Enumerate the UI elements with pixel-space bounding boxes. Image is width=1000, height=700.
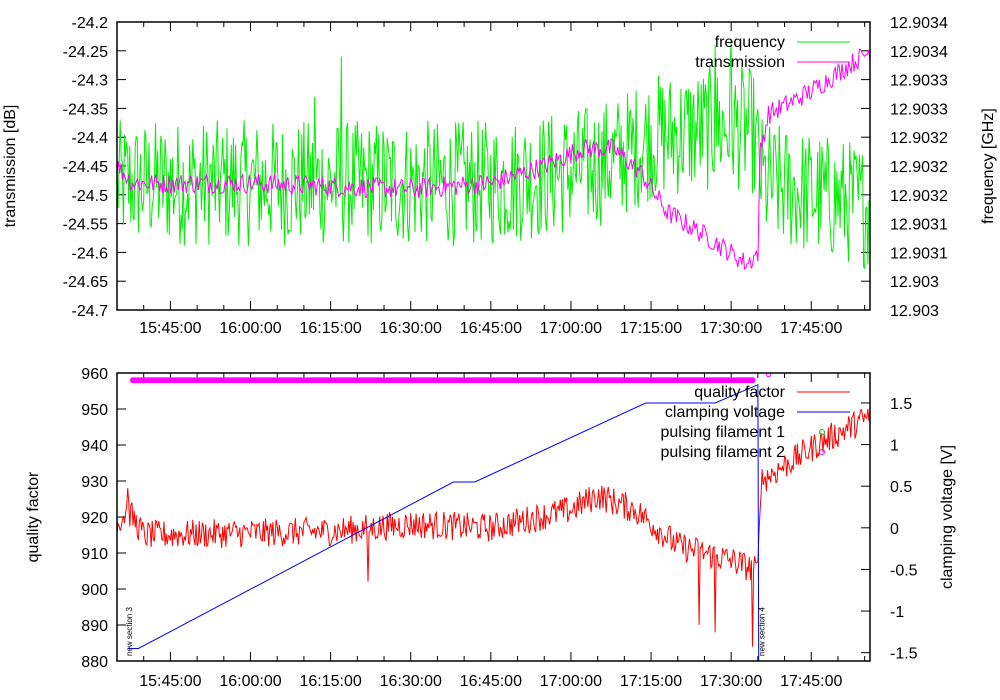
x-tick-label: 16:45:00 [460, 320, 522, 337]
legend-label: transmission [695, 54, 785, 71]
x-tick-label: 16:00:00 [219, 673, 281, 690]
point-pulsing-filament-2 [749, 377, 756, 384]
y-tick-label: -24.3 [72, 73, 109, 90]
y2-tick-label: 0 [890, 521, 899, 538]
y-tick-label: 890 [81, 618, 108, 635]
y2-tick-label: 12.9034 [890, 15, 948, 32]
legend-label: pulsing filament 2 [660, 444, 785, 461]
y2-tick-label: 12.9032 [890, 130, 948, 147]
y2-tick-label: 0.5 [890, 479, 912, 496]
section-label: new section 3 [125, 607, 134, 656]
x-tick-label: 17:45:00 [780, 673, 842, 690]
y-tick-label: 920 [81, 510, 108, 527]
y-axis-label: quality factor [25, 471, 42, 562]
y-axis-label: transmission [dB] [2, 105, 19, 228]
panel-quality: 15:45:00 16:00:00 16:15:00 16:30:00 16:45:00… [25, 366, 956, 690]
y2-tick-label: -1.5 [890, 646, 918, 663]
series-line-transmission [117, 48, 870, 270]
y2-tick-label: 12.9031 [890, 217, 948, 234]
y2-tick-label: 1 [890, 438, 899, 455]
x-tick-label: 17:30:00 [700, 320, 762, 337]
legend-marker-pulsing-filament-1 [819, 429, 825, 435]
legend-marker-pulsing-filament-2 [819, 449, 825, 455]
y2-tick-label: 12.903 [890, 303, 939, 320]
x-tick-label: 16:30:00 [380, 673, 442, 690]
series-line-frequency [117, 39, 870, 270]
y-tick-label: 950 [81, 402, 108, 419]
x-tick-label: 16:15:00 [299, 320, 361, 337]
legend-label: frequency [715, 34, 785, 51]
x-tick-label: 15:45:00 [139, 673, 201, 690]
panel-transmission: 15:45:00 16:00:00 16:15:00 16:30:00 16:45:00… [2, 15, 997, 337]
legend-label: clamping voltage [665, 404, 785, 421]
legend-label: pulsing filament 1 [660, 424, 785, 441]
y-tick-label: -24.65 [63, 274, 108, 291]
y2-tick-label: 12.9034 [890, 44, 948, 61]
x-tick-label: 17:30:00 [700, 673, 762, 690]
y-tick-label: -24.45 [63, 159, 108, 176]
y-tick-label: -24.4 [72, 130, 109, 147]
y2-tick-label: 1.5 [890, 396, 912, 413]
y2-axis-label: clamping voltage [V] [939, 445, 956, 589]
y2-axis-label: frequency [GHz] [980, 108, 997, 224]
y2-tick-label: 12.9033 [890, 73, 948, 90]
plot-frame [116, 21, 871, 311]
series-line-clamping-voltage [127, 383, 760, 661]
x-tick-label: 16:45:00 [460, 673, 522, 690]
x-tick-label: 16:15:00 [299, 673, 361, 690]
section-label: new section 4 [758, 607, 767, 656]
y-tick-label: 880 [81, 654, 108, 671]
y-tick-label: -24.6 [72, 245, 109, 262]
x-tick-label: 17:15:00 [620, 673, 682, 690]
y2-tick-label: 12.9032 [890, 188, 948, 205]
y-tick-label: 940 [81, 438, 108, 455]
y-tick-label: 930 [81, 474, 108, 491]
x-tick-label: 16:00:00 [219, 320, 281, 337]
plot-area [117, 39, 870, 270]
y-tick-label: -24.7 [72, 303, 109, 320]
y2-tick-label: 12.9031 [890, 245, 948, 262]
legend-label: quality factor [694, 384, 785, 401]
x-tick-label: 17:15:00 [620, 320, 682, 337]
y-tick-label: -24.35 [63, 101, 108, 118]
y-tick-label: -24.2 [72, 15, 109, 32]
series-line-quality-factor [117, 408, 870, 647]
y2-tick-label: 12.903 [890, 274, 939, 291]
y2-tick-label: -1 [890, 604, 904, 621]
y-tick-label: 910 [81, 546, 108, 563]
point-pulsing-filament-2 [766, 373, 772, 378]
x-tick-label: 17:00:00 [540, 673, 602, 690]
y-tick-label: -24.55 [63, 217, 108, 234]
y-tick-label: -24.25 [63, 44, 108, 61]
x-tick-label: 16:30:00 [380, 320, 442, 337]
y-tick-label: 900 [81, 582, 108, 599]
x-tick-label: 15:45:00 [139, 320, 201, 337]
y2-tick-label: 12.9032 [890, 159, 948, 176]
plot-area [117, 373, 870, 661]
y-tick-label: -24.5 [72, 188, 109, 205]
y2-tick-label: -0.5 [890, 562, 918, 579]
y2-tick-label: 12.9033 [890, 101, 948, 118]
x-tick-label: 17:00:00 [540, 320, 602, 337]
x-tick-label: 17:45:00 [780, 320, 842, 337]
plot-frame [116, 372, 871, 662]
y-tick-label: 960 [81, 366, 108, 383]
